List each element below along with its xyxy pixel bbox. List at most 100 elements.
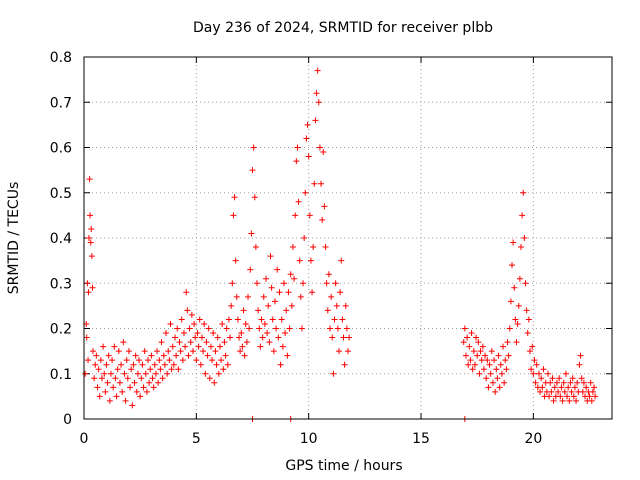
data-point-marker (197, 361, 204, 368)
data-point-marker (222, 352, 229, 359)
data-point-marker (212, 348, 219, 355)
data-point-marker (89, 284, 96, 291)
data-point-marker (316, 144, 323, 151)
data-point-marker (547, 379, 554, 386)
data-point-marker (478, 357, 485, 364)
data-point-marker (114, 366, 121, 373)
data-point-marker (482, 352, 489, 359)
data-point-marker (213, 361, 220, 368)
data-point-marker (301, 235, 308, 241)
data-point-marker (218, 357, 225, 364)
data-point-marker (307, 257, 314, 264)
data-point-marker (304, 121, 311, 128)
data-point-marker (278, 316, 285, 323)
data-point-marker (318, 180, 325, 187)
data-point-marker (479, 343, 486, 350)
data-point-marker (148, 352, 155, 359)
data-point-marker (149, 375, 156, 382)
data-point-marker (306, 212, 313, 219)
data-point-marker (502, 357, 509, 364)
data-point-marker (319, 216, 326, 223)
data-point-marker (488, 348, 495, 355)
data-point-marker (515, 302, 522, 309)
data-point-marker (558, 384, 565, 391)
data-point-marker (248, 230, 255, 237)
data-point-marker (546, 393, 553, 400)
data-point-marker (591, 384, 598, 391)
data-point-marker (337, 289, 344, 296)
data-point-marker (514, 320, 521, 327)
data-point-marker (293, 158, 300, 165)
data-point-marker (85, 235, 92, 241)
data-point-marker (330, 370, 337, 377)
data-point-marker (189, 348, 196, 355)
data-point-marker (471, 361, 478, 368)
data-point-marker (155, 379, 162, 386)
y-tick-label: 0.8 (50, 50, 72, 66)
data-point-marker (125, 348, 132, 355)
data-point-marker (302, 189, 309, 196)
data-point-marker (331, 316, 338, 323)
data-point-marker (559, 397, 566, 404)
data-point-marker (224, 361, 231, 368)
data-point-marker (98, 375, 105, 382)
data-point-marker (487, 370, 494, 377)
data-point-marker (460, 339, 467, 346)
data-point-marker (516, 275, 523, 282)
data-point-marker (529, 343, 536, 350)
y-tick-label: 0.4 (50, 231, 72, 247)
data-point-marker (522, 280, 529, 287)
data-point-marker (104, 379, 111, 386)
data-point-marker (274, 266, 281, 273)
data-point-marker (305, 153, 312, 160)
data-point-marker (550, 397, 557, 404)
data-point-marker (495, 352, 502, 359)
data-point-marker (511, 284, 518, 291)
data-point-marker (464, 334, 471, 341)
data-point-marker (343, 325, 350, 332)
data-point-marker (569, 375, 576, 382)
data-point-marker (85, 357, 92, 364)
data-point-marker (89, 348, 96, 355)
data-point-marker (592, 393, 599, 400)
data-point-marker (245, 293, 252, 300)
data-point-marker (138, 375, 145, 382)
data-point-marker (312, 117, 319, 124)
data-point-marker (286, 325, 293, 332)
data-point-marker (518, 244, 525, 251)
data-point-marker (524, 330, 531, 337)
data-point-marker (260, 293, 267, 300)
x-tick-label: 10 (300, 431, 318, 447)
data-point-marker (291, 275, 298, 282)
data-point-marker (223, 325, 230, 332)
data-point-marker (513, 339, 520, 346)
data-point-marker (168, 366, 175, 373)
data-point-marker (143, 388, 150, 395)
data-point-marker (116, 379, 123, 386)
data-point-marker (232, 257, 239, 264)
data-point-marker (166, 357, 173, 364)
data-point-marker (571, 384, 578, 391)
data-point-marker (501, 379, 508, 386)
data-point-marker (88, 253, 95, 260)
data-point-marker (528, 366, 535, 373)
data-point-marker (91, 375, 98, 382)
data-point-marker (83, 334, 90, 341)
data-point-marker (282, 330, 289, 337)
data-point-marker (194, 330, 201, 337)
data-point-marker (102, 388, 109, 395)
data-point-marker (296, 257, 303, 264)
data-point-marker (336, 348, 343, 355)
data-point-marker (292, 212, 299, 219)
data-point-marker (338, 257, 345, 264)
data-point-marker (150, 384, 157, 391)
data-point-marker (210, 330, 217, 337)
data-point-marker (555, 388, 562, 395)
data-point-marker (531, 357, 538, 364)
data-point-marker (322, 244, 329, 251)
data-point-marker (557, 393, 564, 400)
data-point-marker (279, 343, 286, 350)
data-point-marker (121, 370, 128, 377)
